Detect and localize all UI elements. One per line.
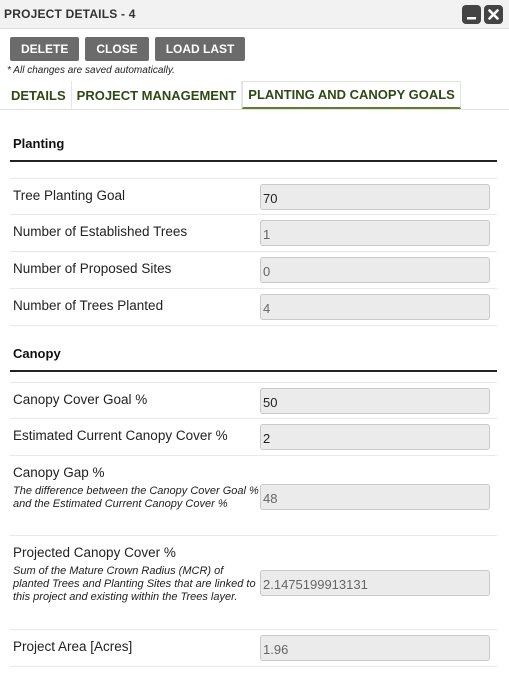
estimated-canopy-cover-field[interactable]: 2	[260, 424, 490, 450]
delete-button[interactable]: DELETE	[10, 37, 80, 61]
close-window-button[interactable]	[484, 4, 503, 24]
proposed-sites-row: Number of Proposed Sites 0	[10, 252, 497, 289]
title-bar: PROJECT DETAILS - 4	[0, 0, 509, 29]
toolbar: DELETE CLOSE LOAD LAST	[0, 29, 509, 61]
field-block: Projected Canopy Cover % Sum of the Matu…	[13, 536, 260, 604]
minimize-icon	[467, 16, 476, 19]
field-label: Estimated Current Canopy Cover %	[13, 428, 228, 443]
field-label: Projected Canopy Cover %	[13, 545, 176, 560]
canopy-section-heading: Canopy	[10, 334, 497, 372]
proposed-sites-field: 0	[260, 257, 490, 283]
project-area-row: Project Area [Acres] 1.96	[10, 630, 497, 667]
tab-content: Planting Tree Planting Goal 70 Number of…	[0, 124, 509, 667]
field-label: Canopy Gap %	[13, 465, 105, 480]
projected-canopy-cover-field: 2.1475199913131	[260, 570, 490, 596]
tree-planting-goal-row: Tree Planting Goal 70	[10, 178, 497, 215]
established-trees-row: Number of Established Trees 1	[10, 215, 497, 252]
trees-planted-field: 4	[260, 294, 490, 320]
tab-details[interactable]: DETAILS	[6, 81, 72, 109]
project-area-field: 1.96	[260, 635, 490, 661]
autosave-note: * All changes are saved automatically.	[7, 65, 175, 76]
tree-planting-goal-field[interactable]: 70	[260, 184, 490, 210]
canopy-cover-goal-row: Canopy Cover Goal % 50	[10, 382, 497, 419]
tab-bar: DETAILS PROJECT MANAGEMENT PLANTING AND …	[0, 81, 509, 110]
canopy-gap-row: Canopy Gap % The difference between the …	[10, 456, 497, 536]
window-controls	[462, 4, 503, 24]
estimated-canopy-cover-row: Estimated Current Canopy Cover % 2	[10, 419, 497, 456]
minimize-button[interactable]	[462, 4, 481, 24]
load-last-button[interactable]: LOAD LAST	[154, 37, 246, 61]
established-trees-field: 1	[260, 220, 490, 246]
field-label: Number of Established Trees	[13, 224, 188, 239]
tab-planting-and-canopy-goals[interactable]: PLANTING AND CANOPY GOALS	[242, 81, 461, 109]
field-block: Canopy Gap % The difference between the …	[13, 456, 260, 511]
window-title: PROJECT DETAILS - 4	[4, 7, 136, 21]
canopy-gap-field: 48	[260, 484, 490, 510]
projected-canopy-cover-row: Projected Canopy Cover % Sum of the Matu…	[10, 536, 497, 630]
tab-project-management[interactable]: PROJECT MANAGEMENT	[72, 81, 243, 109]
close-icon	[488, 8, 499, 20]
field-label: Number of Trees Planted	[13, 298, 164, 313]
field-label: Tree Planting Goal	[13, 188, 126, 203]
field-label: Number of Proposed Sites	[13, 261, 172, 276]
planting-section-heading: Planting	[10, 124, 497, 162]
canopy-cover-goal-field[interactable]: 50	[260, 388, 490, 414]
field-label: Canopy Cover Goal %	[13, 392, 148, 407]
field-description: Sum of the Mature Crown Radius (MCR) of …	[13, 565, 256, 603]
close-button[interactable]: CLOSE	[85, 37, 149, 61]
field-description: The difference between the Canopy Cover …	[13, 485, 259, 510]
trees-planted-row: Number of Trees Planted 4	[10, 289, 497, 326]
field-label: Project Area [Acres]	[13, 639, 133, 654]
